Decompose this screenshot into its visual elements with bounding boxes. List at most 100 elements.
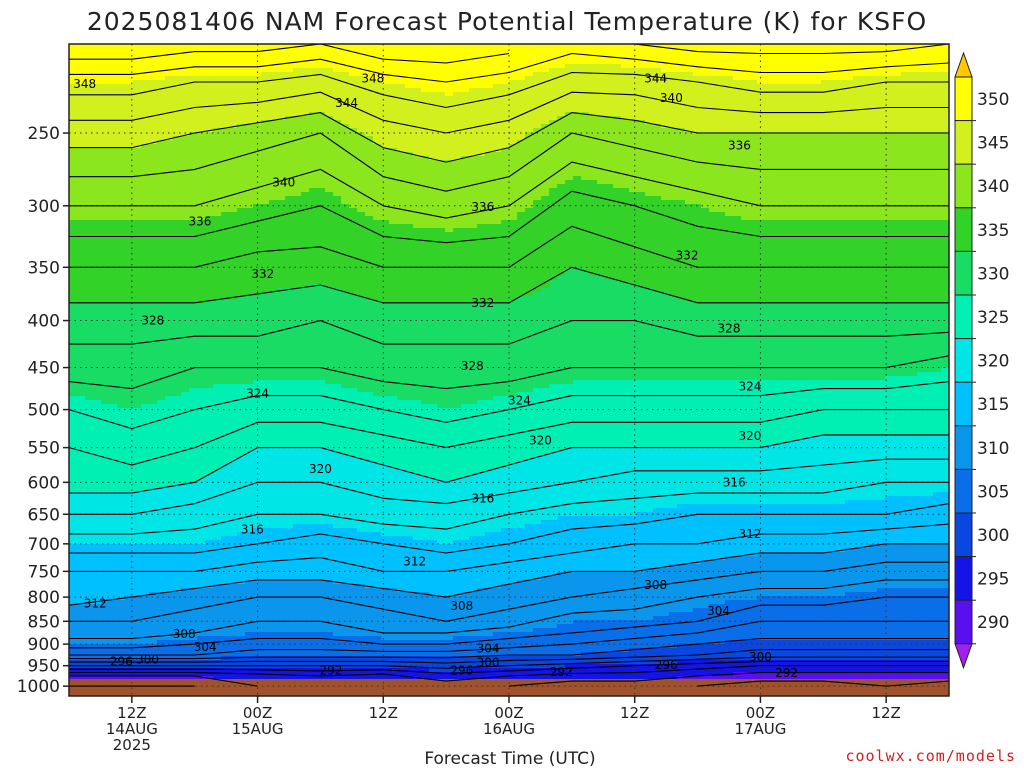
- fill-cell: [277, 656, 286, 669]
- fill-cell: [621, 652, 630, 665]
- fill-cell: [213, 76, 222, 129]
- fill-cell: [501, 304, 510, 397]
- fill-cell: [285, 196, 294, 289]
- fill-cell: [549, 520, 558, 577]
- fill-cell: [773, 552, 782, 597]
- fill-cell: [197, 304, 206, 389]
- fill-cell: [277, 528, 286, 581]
- fill-cell: [853, 640, 862, 661]
- fill-cell: [733, 600, 742, 641]
- fill-cell: [853, 436, 862, 501]
- fill-cell: [549, 452, 558, 521]
- fill-cell: [125, 304, 134, 409]
- fill-cell: [181, 220, 190, 305]
- fill-cell: [765, 84, 774, 133]
- fill-cell: [533, 668, 542, 685]
- fill-cell: [573, 448, 582, 517]
- fill-cell: [693, 564, 702, 609]
- colorbar-top-arrow: [954, 51, 973, 78]
- fill-cell: [469, 636, 478, 657]
- fill-cell: [701, 208, 710, 305]
- fill-cell: [813, 84, 822, 133]
- fill-cell: [197, 636, 206, 661]
- fill-cell: [277, 200, 286, 289]
- fill-cell: [605, 44, 614, 65]
- fill-cell: [621, 380, 630, 449]
- fill-cell: [93, 492, 102, 545]
- x-tick-label: 00Z: [746, 704, 775, 722]
- fill-cell: [341, 124, 350, 205]
- fill-cell: [901, 496, 910, 545]
- fill-cell: [213, 216, 222, 301]
- fill-cell: [701, 44, 710, 77]
- fill-cell: [717, 380, 726, 449]
- fill-cell: [909, 376, 918, 437]
- fill-cell: [629, 44, 638, 69]
- fill-cell: [245, 452, 254, 533]
- fill-cell: [653, 380, 662, 449]
- y-axis-pressure: 250 300 350 400 450 500 550 600 650 700 750 800 850 9…: [17, 124, 69, 697]
- fill-cell: [301, 192, 310, 289]
- fill-cell: [117, 304, 126, 409]
- contour-line: [69, 579, 949, 640]
- fill-cell: [437, 92, 446, 161]
- fill-cell: [821, 304, 830, 381]
- fill-cell: [101, 492, 110, 545]
- contour-label: 304: [477, 642, 500, 656]
- fill-cell: [701, 560, 710, 609]
- fill-cell: [357, 132, 366, 213]
- fill-cell: [165, 592, 174, 641]
- fill-cell: [477, 44, 486, 89]
- fill-cell: [901, 588, 910, 641]
- fill-cell: [837, 132, 846, 221]
- fill-cell: [613, 380, 622, 449]
- fill-cell: [813, 552, 822, 597]
- fill-cell: [701, 448, 710, 505]
- fill-cell: [149, 404, 158, 489]
- fill-cell: [901, 44, 910, 73]
- fill-cell: [869, 500, 878, 545]
- fill-cell: [77, 544, 86, 605]
- fill-cell: [757, 220, 766, 305]
- fill-cell: [789, 596, 798, 641]
- y-tick-label: 450: [28, 359, 60, 379]
- fill-cell: [677, 504, 686, 565]
- fill-cell: [509, 44, 518, 81]
- fill-cell: [349, 656, 358, 669]
- fill-cell: [813, 380, 822, 437]
- fill-cell: [765, 44, 774, 85]
- fill-cell: [701, 132, 710, 209]
- fill-cell: [517, 656, 526, 669]
- fill-cell: [461, 92, 470, 157]
- fill-cell: [445, 656, 454, 673]
- fill-cell: [397, 640, 406, 657]
- fill-cell: [493, 588, 502, 633]
- fill-cell: [725, 76, 734, 133]
- fill-cell: [293, 380, 302, 449]
- fill-cell: [229, 384, 238, 461]
- fill-cell: [437, 408, 446, 481]
- x-tick-label: 12Z: [620, 704, 649, 722]
- contour-label: 292: [319, 664, 342, 678]
- fill-cell: [221, 668, 230, 681]
- fill-cell: [837, 436, 846, 505]
- fill-cell: [229, 128, 238, 213]
- chart-title: 2025081406 NAM Forecast Potential Temper…: [87, 7, 927, 36]
- colorbar-label: 325: [977, 308, 1009, 328]
- fill-cell: [757, 504, 766, 553]
- fill-cell: [493, 532, 502, 589]
- fill-cell: [381, 536, 390, 589]
- fill-cell: [709, 560, 718, 605]
- contour-label: 304: [194, 640, 217, 654]
- fill-cell: [317, 656, 326, 669]
- fill-cell: [677, 44, 686, 73]
- fill-cell: [685, 72, 694, 133]
- fill-cell: [877, 44, 886, 77]
- fill-cell: [245, 384, 254, 453]
- fill-cell: [933, 132, 942, 221]
- fill-cell: [541, 456, 550, 521]
- fill-cell: [501, 220, 510, 305]
- fill-cell: [733, 448, 742, 505]
- fill-cell: [485, 152, 494, 225]
- fill-cell: [861, 304, 870, 381]
